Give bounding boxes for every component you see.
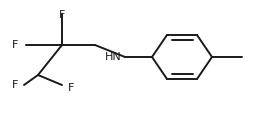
Text: F: F [59,10,65,20]
Text: F: F [68,83,74,93]
Text: F: F [12,40,18,50]
Text: F: F [12,80,18,90]
Text: HN: HN [105,52,122,62]
